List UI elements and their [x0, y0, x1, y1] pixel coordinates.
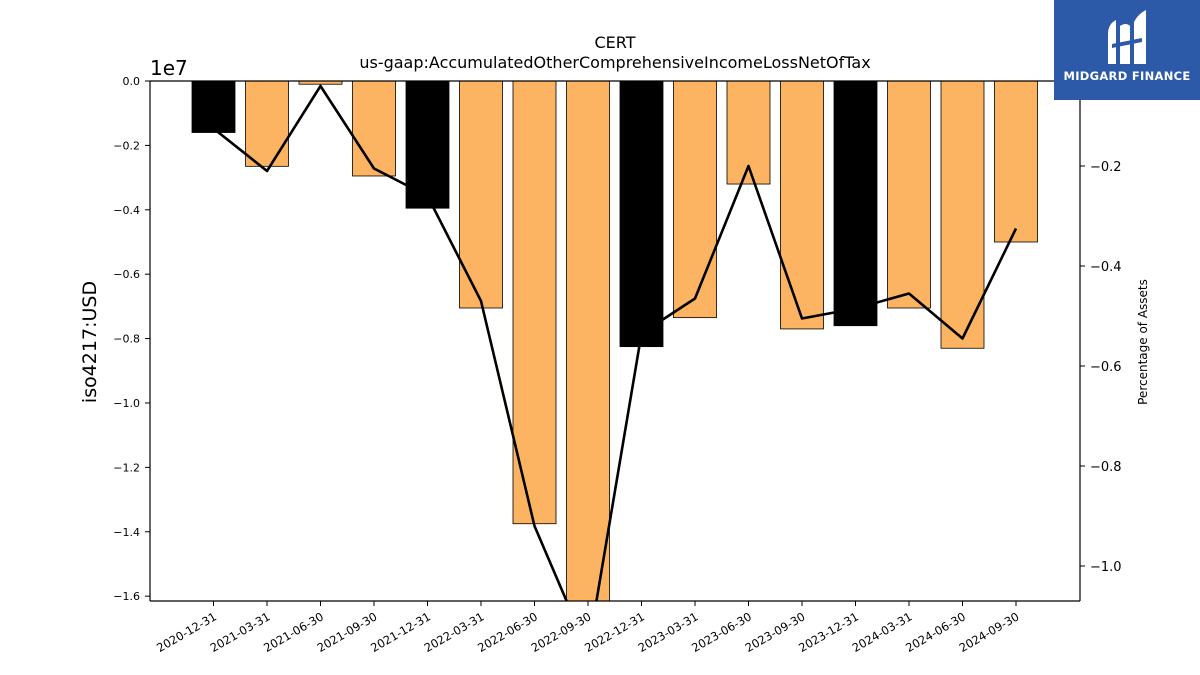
x-tick-label: 2024-03-31 [850, 609, 915, 655]
bars [191, 81, 1038, 601]
x-tick-label: 2021-12-31 [368, 609, 433, 655]
chart-title: CERT [594, 33, 635, 52]
x-tick-label: 2024-09-30 [957, 609, 1022, 655]
logo-text: MIDGARD FINANCE [1063, 69, 1191, 83]
y2-tick-label: −1.0 [1090, 560, 1122, 575]
y2-tick-label: −0.6 [1090, 360, 1122, 375]
bar-2023-03-31 [673, 81, 717, 319]
y-scale-note: 1e7 [150, 56, 188, 80]
x-tick-label: 2022-12-31 [582, 609, 647, 655]
bar-2022-06-30 [512, 81, 557, 525]
y-tick-label: −1.6 [113, 590, 140, 603]
x-tick-label: 2021-06-30 [261, 609, 326, 655]
y-ticks: 0.0 −0.2 −0.4 −0.6 −0.8 −1.0 −1.2 −1.4 −1.6 [113, 75, 150, 603]
x-tick-label: 2022-09-30 [529, 609, 594, 655]
y-axis-label: iso4217:USD [79, 281, 101, 403]
y-tick-label: −1.0 [113, 397, 140, 410]
chart-subtitle: us-gaap:AccumulatedOtherComprehensiveInc… [359, 53, 870, 72]
x-tick-label: 2021-03-31 [208, 609, 273, 655]
y-tick-label: −1.2 [113, 461, 140, 474]
y2-axis-label: Percentage of Assets [1136, 279, 1150, 405]
bar-2020-12-31 [191, 81, 236, 133]
midgard-logo-icon [1108, 10, 1146, 64]
bar-2022-12-31 [619, 81, 664, 348]
x-tick-label: 2023-06-30 [689, 609, 754, 655]
bar-2023-12-31 [833, 81, 878, 327]
x-tick-label: 2023-12-31 [796, 609, 861, 655]
y-tick-label: −0.8 [113, 333, 140, 346]
bar-2021-03-31 [245, 81, 289, 167]
y2-tick-label: −0.4 [1090, 260, 1122, 275]
x-tick-label: 2023-03-31 [636, 609, 701, 655]
y2-ticks: −0.2 −0.4 −0.6 −0.8 −1.0 [1080, 160, 1122, 575]
y-tick-label: −1.4 [113, 526, 140, 539]
bar-2022-09-30 [566, 81, 610, 601]
bar-2021-09-30 [352, 81, 396, 177]
bar-2024-09-30 [994, 81, 1038, 243]
x-tick-label: 2020-12-31 [154, 609, 219, 655]
x-tick-label: 2023-09-30 [743, 609, 808, 655]
bar-2023-09-30 [780, 81, 824, 330]
bar-2024-03-31 [887, 81, 931, 309]
y-tick-label: 0.0 [123, 75, 141, 88]
bar-2024-06-30 [940, 81, 985, 349]
x-tick-label: 2021-09-30 [315, 609, 380, 655]
percent-line-layer [212, 84, 1018, 601]
y-tick-label: −0.4 [113, 204, 140, 217]
y2-tick-label: −0.2 [1090, 160, 1122, 175]
x-tick-label: 2022-03-31 [422, 609, 487, 655]
bar-2021-06-30 [298, 81, 343, 85]
x-tick-label: 2024-06-30 [903, 609, 968, 655]
bar-2021-12-31 [405, 81, 450, 209]
y-tick-label: −0.2 [113, 139, 140, 152]
midgard-finance-logo: MIDGARD FINANCE [1054, 0, 1200, 100]
axes [149, 80, 1081, 602]
y-tick-label: −0.6 [113, 268, 140, 281]
x-tick-label: 2022-06-30 [475, 609, 540, 655]
percent-of-assets-line [212, 84, 1018, 601]
x-ticks: 2020-12-312021-03-312021-06-302021-09-30… [154, 601, 1022, 655]
y2-tick-label: −0.8 [1090, 460, 1122, 475]
